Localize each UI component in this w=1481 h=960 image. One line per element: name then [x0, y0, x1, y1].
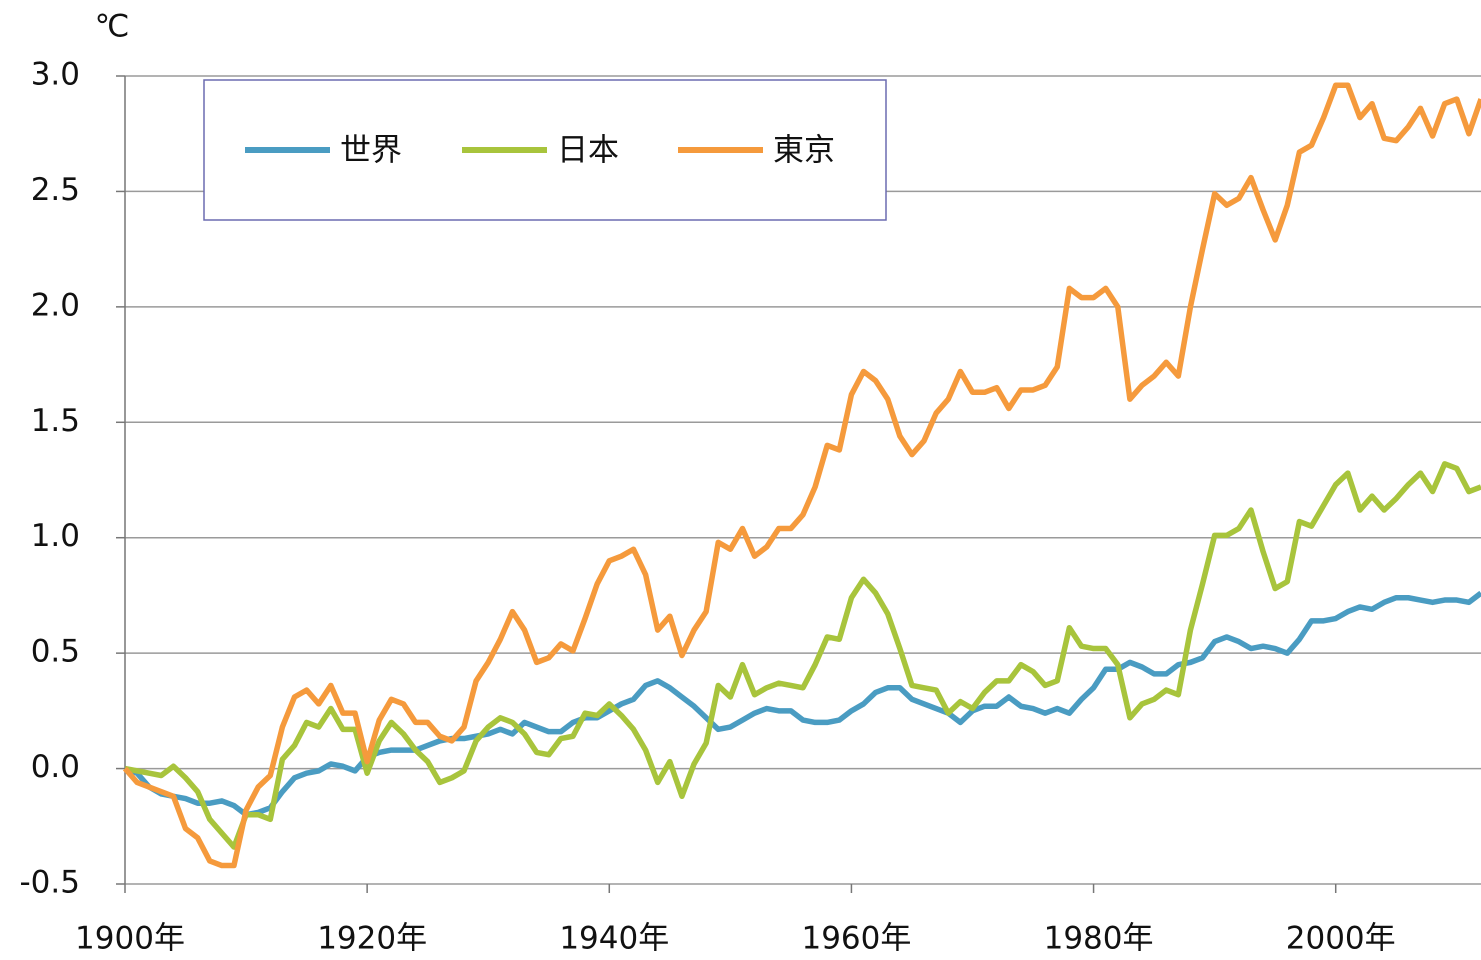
y-tick-label: 1.5: [31, 403, 80, 439]
x-tick-label: 1900年: [75, 921, 185, 957]
x-tick-label: 1940年: [559, 921, 669, 957]
y-tick-label: 2.0: [31, 287, 80, 323]
x-tick-label: 2000年: [1286, 921, 1396, 957]
y-tick-label: 1.0: [31, 518, 80, 554]
y-tick-label: 0.0: [31, 749, 80, 785]
y-tick-label: 0.5: [31, 634, 80, 670]
series-line: [124, 590, 1481, 818]
y-tick-label: 2.5: [31, 172, 80, 208]
legend-label: 日本: [557, 133, 619, 169]
series-line: [122, 82, 1481, 869]
y-tick-label: 3.0: [31, 57, 80, 93]
series-line: [124, 461, 1481, 850]
x-tick-label: 1960年: [801, 921, 911, 957]
y-tick-label: -0.5: [20, 865, 81, 901]
y-unit: ℃: [95, 9, 130, 45]
legend-label: 東京: [773, 133, 835, 169]
x-tick-label: 1920年: [317, 921, 427, 957]
legend-label: 世界: [340, 133, 402, 169]
x-tick-label: 1980年: [1044, 921, 1154, 957]
